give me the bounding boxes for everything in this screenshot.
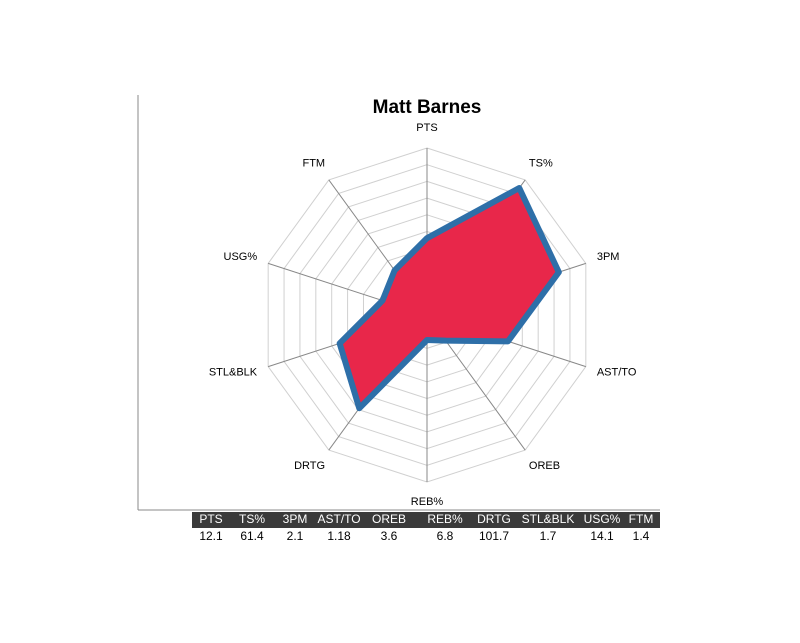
- axis-label: REB%: [411, 496, 444, 508]
- table-header: TS%: [239, 512, 265, 526]
- table-header: REB%: [427, 512, 463, 526]
- axis-label: TS%: [529, 158, 553, 170]
- axis-label: 3PM: [597, 251, 620, 263]
- table-value: 1.18: [327, 529, 351, 543]
- axis-label: OREB: [529, 460, 560, 472]
- axis-label: STL&BLK: [209, 367, 258, 379]
- table-value: 6.8: [437, 529, 454, 543]
- table-header-bar: [192, 512, 660, 528]
- chart-title: Matt Barnes: [373, 97, 482, 118]
- table-header: PTS: [199, 512, 222, 526]
- table-value: 12.1: [199, 529, 223, 543]
- table-value: 101.7: [479, 529, 509, 543]
- table-header: FTM: [629, 512, 654, 526]
- table-header: AST/TO: [317, 512, 360, 526]
- table-value: 1.4: [633, 529, 650, 543]
- table-value: 61.4: [240, 529, 264, 543]
- axis-label: AST/TO: [597, 367, 637, 379]
- axis-label: DRTG: [294, 460, 325, 472]
- radar-area: [336, 185, 562, 412]
- table-header: DRTG: [477, 512, 511, 526]
- table-value: 14.1: [590, 529, 614, 543]
- table-header: OREB: [372, 512, 406, 526]
- table-value: 1.7: [540, 529, 557, 543]
- table-value: 2.1: [287, 529, 304, 543]
- table-header: 3PM: [283, 512, 308, 526]
- table-value: 3.6: [381, 529, 398, 543]
- axis-label: FTM: [302, 158, 325, 170]
- table-header: USG%: [584, 512, 621, 526]
- table-header: STL&BLK: [522, 512, 575, 526]
- axis-label: USG%: [224, 251, 258, 263]
- axis-label: PTS: [416, 122, 437, 134]
